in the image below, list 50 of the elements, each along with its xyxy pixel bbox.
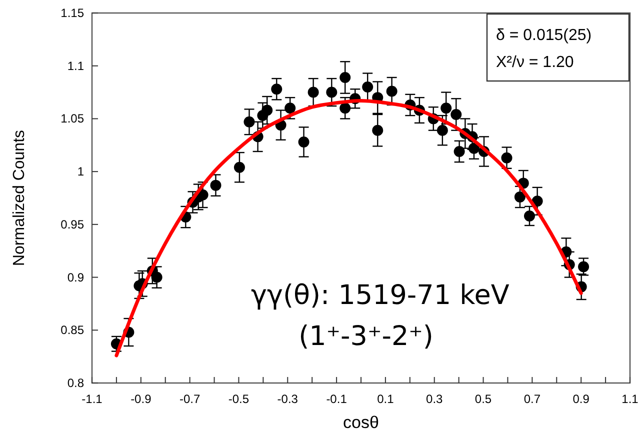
point [262, 104, 273, 116]
x-tick-label: -0.3 [277, 392, 298, 406]
point [210, 180, 222, 191]
annotation: δ = 0.015(25) [496, 27, 592, 44]
x-tick-label: -1.1 [82, 392, 103, 406]
annotation: γγ(θ): 1519-71 keV [251, 280, 510, 311]
y-tick-label: 1.1 [67, 58, 84, 73]
point [532, 196, 543, 207]
x-tick-label: 0.1 [377, 392, 394, 406]
x-tick-label: 0.5 [474, 392, 492, 406]
point [151, 272, 162, 283]
point [514, 191, 526, 202]
point [340, 102, 351, 114]
annotation: X²/ν = 1.20 [496, 54, 574, 71]
y-axis-title: Normalized Counts [11, 130, 28, 266]
x-tick-label: 0.7 [524, 392, 541, 406]
y-tick-label: 0.9 [67, 270, 84, 284]
y-tick-label: 1.05 [60, 112, 84, 126]
point [436, 124, 448, 136]
point [440, 102, 452, 114]
x-tick-label: -0.9 [130, 392, 152, 406]
point [454, 146, 465, 157]
point [244, 116, 255, 128]
y-tick-label: 1.15 [60, 6, 84, 20]
point [501, 152, 512, 164]
annotation: (1⁺-3⁺-2⁺) [298, 321, 434, 352]
point [308, 86, 319, 98]
x-tick-label: -0.5 [228, 392, 250, 406]
x-tick-label: -0.1 [326, 392, 348, 406]
point [386, 86, 398, 97]
x-tick-label: -0.7 [179, 392, 200, 406]
x-axis-title: cosθ [343, 413, 379, 432]
y-tick-label: 0.85 [60, 323, 84, 338]
point [298, 136, 310, 148]
point [340, 72, 351, 83]
point [326, 86, 338, 98]
x-tick-label: 0.3 [426, 392, 444, 406]
point [524, 210, 535, 222]
point [372, 124, 384, 136]
x-tick-label: 1.1 [622, 392, 639, 406]
point [578, 261, 590, 272]
y-tick-label: 0.95 [60, 217, 84, 232]
point [450, 108, 462, 120]
y-tick-label: 1 [77, 164, 84, 179]
point [234, 162, 245, 173]
x-tick-label: 0.9 [572, 392, 590, 406]
point [362, 82, 374, 92]
y-tick-label: 0.8 [67, 376, 84, 390]
point [271, 84, 282, 95]
point [284, 102, 296, 114]
